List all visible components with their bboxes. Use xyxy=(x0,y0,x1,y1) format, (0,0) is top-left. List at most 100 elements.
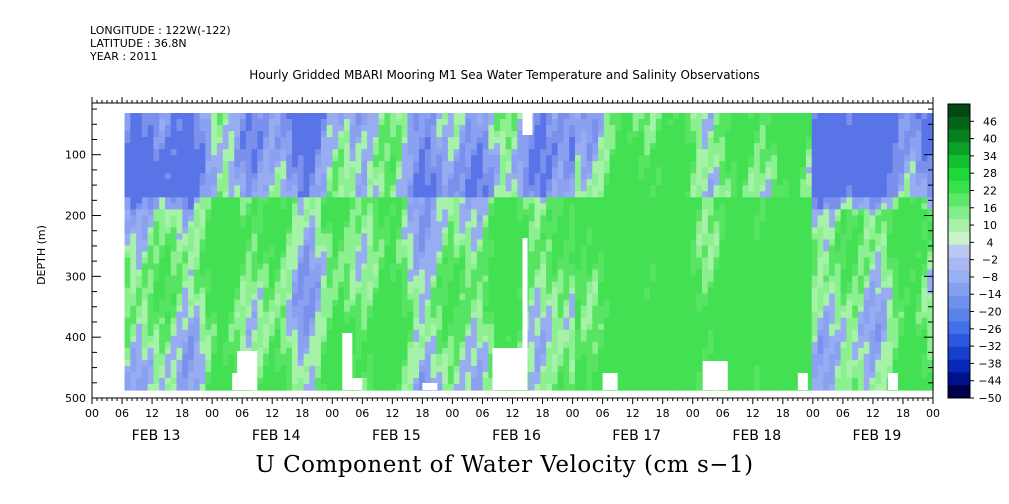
heatmap-cell xyxy=(794,185,801,192)
heatmap-cell xyxy=(199,167,206,174)
heatmap-cell xyxy=(540,203,547,210)
heatmap-cell xyxy=(222,311,230,319)
heatmap-cell xyxy=(494,173,501,180)
heatmap-cell xyxy=(551,323,559,331)
heatmap-cell xyxy=(557,269,565,277)
heatmap-cell xyxy=(505,257,513,265)
heatmap-cell xyxy=(638,179,645,186)
heatmap-cell xyxy=(430,251,437,259)
heatmap-cell xyxy=(927,137,934,144)
heatmap-cell xyxy=(268,299,276,307)
heatmap-cell xyxy=(136,173,143,180)
heatmap-cell xyxy=(632,203,640,210)
heatmap-cell xyxy=(875,173,882,180)
heatmap-cell xyxy=(684,203,692,210)
heatmap-cell xyxy=(909,245,917,253)
heatmap-cell xyxy=(136,167,143,174)
heatmap-cell xyxy=(355,191,362,198)
heatmap-cell xyxy=(401,239,409,247)
heatmap-cell xyxy=(904,287,911,295)
heatmap-cell xyxy=(176,167,183,174)
heatmap-cell xyxy=(488,221,495,229)
heatmap-cell xyxy=(725,311,732,319)
heatmap-cell xyxy=(315,215,322,222)
heatmap-cell xyxy=(395,257,403,265)
heatmap-cell xyxy=(436,311,443,319)
heatmap-cell xyxy=(199,257,206,265)
heatmap-cell xyxy=(759,287,767,295)
heatmap-cell xyxy=(176,131,183,138)
heatmap-cell xyxy=(367,323,374,331)
heatmap-cell xyxy=(292,311,299,319)
heatmap-cell xyxy=(505,269,513,277)
heatmap-cell xyxy=(424,203,432,210)
heatmap-cell xyxy=(430,209,437,216)
heatmap-cell xyxy=(840,299,847,307)
heatmap-cell xyxy=(840,275,847,283)
heatmap-cell xyxy=(488,257,495,265)
heatmap-cell xyxy=(136,215,143,222)
heatmap-cell xyxy=(395,281,403,289)
heatmap-cell xyxy=(655,245,663,253)
heatmap-cell xyxy=(124,155,131,162)
heatmap-cell xyxy=(719,185,726,192)
heatmap-cell xyxy=(753,221,761,229)
heatmap-cell xyxy=(263,173,270,180)
heatmap-cell xyxy=(626,149,634,156)
heatmap-cell xyxy=(834,227,842,235)
heatmap-cell xyxy=(222,245,230,253)
heatmap-cell xyxy=(811,275,819,283)
heatmap-cell xyxy=(245,263,253,271)
heatmap-cell xyxy=(846,233,853,241)
heatmap-cell xyxy=(569,161,576,168)
heatmap-cell xyxy=(661,119,668,126)
heatmap-cell xyxy=(805,197,813,204)
heatmap-cell xyxy=(730,191,738,198)
heatmap-cell xyxy=(927,191,934,198)
heatmap-cell xyxy=(696,149,703,156)
heatmap-cell xyxy=(551,257,559,265)
heatmap-cell xyxy=(164,173,172,180)
heatmap-cell xyxy=(892,209,899,216)
heatmap-cell xyxy=(159,245,166,253)
heatmap-cell xyxy=(176,233,183,241)
heatmap-cell xyxy=(263,281,270,289)
heatmap-cell xyxy=(228,275,235,283)
heatmap-cell xyxy=(159,185,166,192)
heatmap-cell xyxy=(598,221,605,229)
heatmap-cell xyxy=(777,197,784,204)
heatmap-cell xyxy=(673,251,680,259)
heatmap-cell xyxy=(574,131,582,138)
heatmap-cell xyxy=(442,221,449,229)
heatmap-cell xyxy=(690,161,697,168)
heatmap-cell xyxy=(661,167,668,174)
heatmap-cell xyxy=(742,125,749,132)
heatmap-cell xyxy=(372,161,380,168)
heatmap-cell xyxy=(505,209,513,216)
heatmap-cell xyxy=(765,215,772,222)
heatmap-cell xyxy=(719,227,726,235)
heatmap-cell xyxy=(395,203,403,210)
heatmap-cell xyxy=(563,179,570,186)
heatmap-cell xyxy=(349,221,357,229)
heatmap-cell xyxy=(413,293,420,301)
heatmap-cell xyxy=(211,209,218,216)
heatmap-cell xyxy=(546,143,553,150)
heatmap-cell xyxy=(650,131,657,138)
heatmap-cell xyxy=(494,197,501,204)
heatmap-cell xyxy=(130,275,137,283)
heatmap-cell xyxy=(505,191,513,198)
heatmap-cell xyxy=(690,287,697,295)
heatmap-cell xyxy=(753,119,761,126)
heatmap-cell xyxy=(153,281,160,289)
heatmap-cell xyxy=(315,293,322,301)
heatmap-cell xyxy=(667,293,674,301)
heatmap-cell xyxy=(921,197,928,204)
heatmap-cell xyxy=(522,149,530,156)
heatmap-cell xyxy=(257,131,264,138)
heatmap-cell xyxy=(257,323,264,331)
heatmap-cell xyxy=(378,203,385,210)
heatmap-cell xyxy=(696,299,703,307)
heatmap-cell xyxy=(829,287,836,295)
heatmap-cell xyxy=(598,269,605,277)
